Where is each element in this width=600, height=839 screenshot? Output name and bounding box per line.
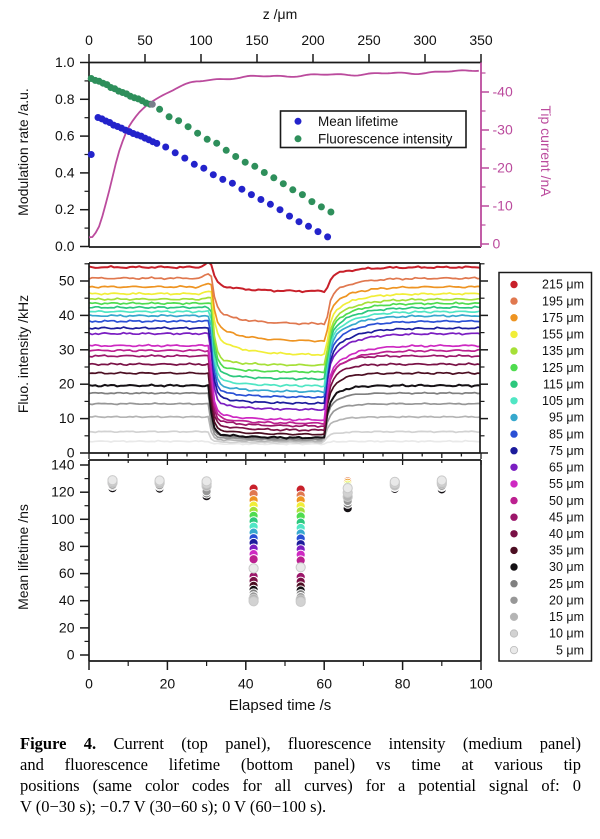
svg-text:-20: -20 <box>493 160 513 176</box>
svg-text:80: 80 <box>59 538 75 554</box>
svg-text:1.0: 1.0 <box>55 54 75 70</box>
svg-text:Fluorescence intensity: Fluorescence intensity <box>318 131 453 146</box>
svg-text:0: 0 <box>67 647 75 663</box>
svg-text:140: 140 <box>51 457 75 473</box>
svg-text:100: 100 <box>51 511 75 527</box>
svg-text:75 μm: 75 μm <box>549 444 584 458</box>
svg-text:115 μm: 115 μm <box>543 377 584 391</box>
svg-text:135 μm: 135 μm <box>542 344 584 358</box>
svg-text:150: 150 <box>245 32 269 48</box>
svg-text:5 μm: 5 μm <box>556 643 584 657</box>
svg-text:50: 50 <box>59 273 75 289</box>
svg-text:Mean lifetime: Mean lifetime <box>318 114 398 129</box>
svg-text:40: 40 <box>59 592 75 608</box>
svg-text:20: 20 <box>59 376 75 392</box>
svg-text:Mean lifetime /ns: Mean lifetime /ns <box>15 504 31 610</box>
svg-text:30 μm: 30 μm <box>549 560 584 574</box>
svg-text:215 μm: 215 μm <box>542 278 584 292</box>
svg-text:10 μm: 10 μm <box>549 627 584 641</box>
svg-text:35 μm: 35 μm <box>549 544 584 558</box>
svg-text:0.8: 0.8 <box>55 91 75 107</box>
svg-text:125 μm: 125 μm <box>542 361 584 375</box>
svg-text:200: 200 <box>301 32 325 48</box>
svg-text:40 μm: 40 μm <box>549 527 584 541</box>
svg-text:155 μm: 155 μm <box>542 328 584 342</box>
svg-text:95 μm: 95 μm <box>549 411 584 425</box>
svg-text:15 μm: 15 μm <box>549 610 584 624</box>
svg-text:0: 0 <box>85 676 93 692</box>
svg-text:0.6: 0.6 <box>55 128 75 144</box>
svg-text:-30: -30 <box>493 122 513 138</box>
svg-text:195 μm: 195 μm <box>542 294 584 308</box>
svg-text:105 μm: 105 μm <box>542 394 584 408</box>
svg-text:20: 20 <box>59 619 75 635</box>
svg-text:0.2: 0.2 <box>55 201 75 217</box>
svg-text:65 μm: 65 μm <box>549 461 584 475</box>
svg-text:350: 350 <box>469 32 493 48</box>
svg-text:100: 100 <box>469 676 493 692</box>
svg-text:40: 40 <box>238 676 254 692</box>
svg-text:85 μm: 85 μm <box>549 427 584 441</box>
svg-text:-10: -10 <box>493 198 513 214</box>
svg-text:Elapsed time /s: Elapsed time /s <box>229 697 332 714</box>
svg-text:40: 40 <box>59 307 75 323</box>
svg-text:Tip current /nA: Tip current /nA <box>538 105 554 197</box>
svg-text:0.0: 0.0 <box>55 238 75 254</box>
svg-text:20 μm: 20 μm <box>549 594 584 608</box>
svg-text:0: 0 <box>67 445 75 461</box>
svg-text:50 μm: 50 μm <box>549 494 584 508</box>
svg-text:z /μm: z /μm <box>263 6 298 22</box>
svg-text:Fluo. intensity /kHz: Fluo. intensity /kHz <box>15 295 31 413</box>
svg-text:175 μm: 175 μm <box>542 311 584 325</box>
svg-text:-40: -40 <box>493 84 513 100</box>
svg-text:0: 0 <box>493 236 501 252</box>
svg-text:50: 50 <box>137 32 153 48</box>
svg-text:100: 100 <box>189 32 213 48</box>
svg-text:55 μm: 55 μm <box>549 477 584 491</box>
svg-text:0.4: 0.4 <box>55 164 75 180</box>
svg-text:80: 80 <box>395 676 411 692</box>
svg-text:Modulation rate /a.u.: Modulation rate /a.u. <box>15 88 31 216</box>
svg-text:250: 250 <box>357 32 381 48</box>
svg-text:120: 120 <box>51 484 75 500</box>
svg-text:10: 10 <box>59 410 75 426</box>
svg-text:0: 0 <box>85 32 93 48</box>
svg-text:20: 20 <box>160 676 176 692</box>
svg-text:60: 60 <box>316 676 332 692</box>
svg-text:60: 60 <box>59 565 75 581</box>
svg-text:25 μm: 25 μm <box>549 577 584 591</box>
svg-text:45 μm: 45 μm <box>549 510 584 524</box>
svg-text:300: 300 <box>413 32 437 48</box>
svg-text:30: 30 <box>59 341 75 357</box>
